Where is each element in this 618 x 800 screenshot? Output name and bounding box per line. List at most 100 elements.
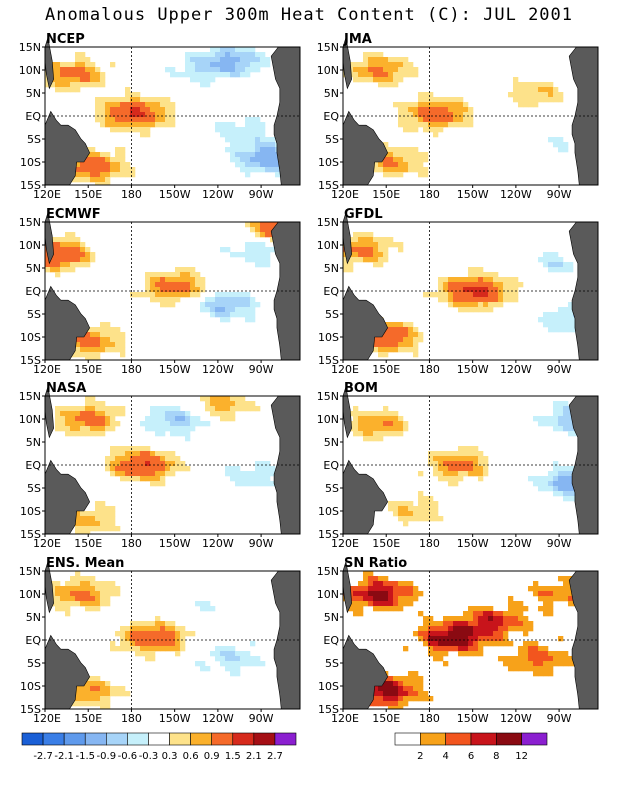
heat-cell [378, 686, 384, 692]
heat-cell [348, 262, 354, 268]
heat-cell [235, 471, 241, 477]
heat-cell [558, 317, 564, 323]
heat-cell [403, 591, 409, 597]
heat-cell [150, 112, 156, 118]
heat-cell [468, 117, 474, 123]
heat-cell [518, 606, 524, 612]
heat-cell [95, 167, 101, 173]
heat-cell [80, 581, 86, 587]
heat-cell [145, 471, 151, 477]
heat-cell [493, 611, 499, 617]
heat-cell [383, 696, 389, 702]
heat-cell [245, 137, 251, 143]
heat-cell [235, 661, 241, 667]
heat-cell [523, 626, 529, 632]
heat-cell [70, 77, 76, 83]
heat-cell [95, 172, 101, 178]
heat-cell [160, 641, 166, 647]
heat-cell [368, 431, 374, 437]
heat-cell [105, 586, 111, 592]
heat-cell [210, 72, 216, 78]
heat-cell [363, 581, 369, 587]
heat-cell [95, 501, 101, 507]
heat-cell [408, 601, 414, 607]
heat-cell [100, 426, 106, 432]
heat-cell [270, 471, 276, 477]
heat-cell [378, 72, 384, 78]
heat-cell [215, 396, 221, 402]
heat-cell [448, 102, 454, 108]
heat-cell [55, 242, 61, 248]
x-tick-label: 180 [121, 712, 142, 725]
heat-cell [398, 696, 404, 702]
heat-cell [448, 107, 454, 113]
y-tick-label: 5N [324, 611, 339, 624]
heat-cell [443, 102, 449, 108]
heat-cell [433, 122, 439, 128]
x-tick-label: 120E [33, 712, 61, 725]
heat-cell [533, 661, 539, 667]
heat-cell [60, 406, 66, 412]
heat-cell [160, 287, 166, 293]
heat-cell [190, 67, 196, 73]
heat-cell [443, 646, 449, 652]
heat-cell [363, 252, 369, 258]
heat-cell [155, 97, 161, 103]
heat-cell [533, 82, 539, 88]
heat-cell [388, 601, 394, 607]
heat-cell [190, 77, 196, 83]
heat-cell [498, 616, 504, 622]
heat-cell [245, 127, 251, 133]
heat-cell [443, 661, 449, 667]
heat-cell [100, 411, 106, 417]
heat-cell [250, 62, 256, 68]
heat-cell [45, 257, 51, 263]
heat-cell [413, 152, 419, 158]
heat-cell [70, 586, 76, 592]
x-tick-label: 120E [331, 537, 359, 550]
heat-cell [90, 431, 96, 437]
heat-cell [448, 282, 454, 288]
heat-cell [473, 606, 479, 612]
heat-cell [165, 421, 171, 427]
heat-cell [393, 67, 399, 73]
heat-cell [533, 476, 539, 482]
heat-cell [413, 162, 419, 168]
heat-cell [95, 357, 101, 361]
x-tick-label: 150E [372, 188, 400, 201]
heat-cell [105, 347, 111, 353]
heat-cell [140, 641, 146, 647]
heat-cell [363, 416, 369, 422]
heat-cell [403, 327, 409, 333]
heat-cell [105, 172, 111, 178]
land-mass [44, 634, 91, 710]
heat-cell [160, 102, 166, 108]
heat-cell [265, 247, 271, 253]
heat-cell [75, 526, 81, 532]
heat-cell [265, 257, 271, 263]
heat-cell [393, 606, 399, 612]
heat-cell [155, 461, 161, 467]
heat-cell [548, 87, 554, 93]
heat-cell [90, 252, 96, 258]
heat-cell [368, 237, 374, 243]
colorbar-tick-label: 4 [442, 751, 448, 762]
heat-cell [413, 327, 419, 333]
heat-cell [423, 626, 429, 632]
heat-cell [190, 267, 196, 273]
heat-cell [448, 616, 454, 622]
heat-cell [255, 661, 261, 667]
heat-cell [65, 611, 71, 617]
heat-cell [155, 646, 161, 652]
heat-cell [130, 107, 136, 113]
heat-cell [120, 332, 126, 338]
heat-cell [255, 247, 261, 253]
heat-cell [235, 292, 241, 298]
x-tick-label: 90W [249, 188, 274, 201]
heat-cell [458, 302, 464, 308]
heat-cell [70, 431, 76, 437]
heat-cell [408, 681, 414, 687]
heat-cell [75, 601, 81, 607]
heat-cell [518, 626, 524, 632]
heat-cell [145, 631, 151, 637]
